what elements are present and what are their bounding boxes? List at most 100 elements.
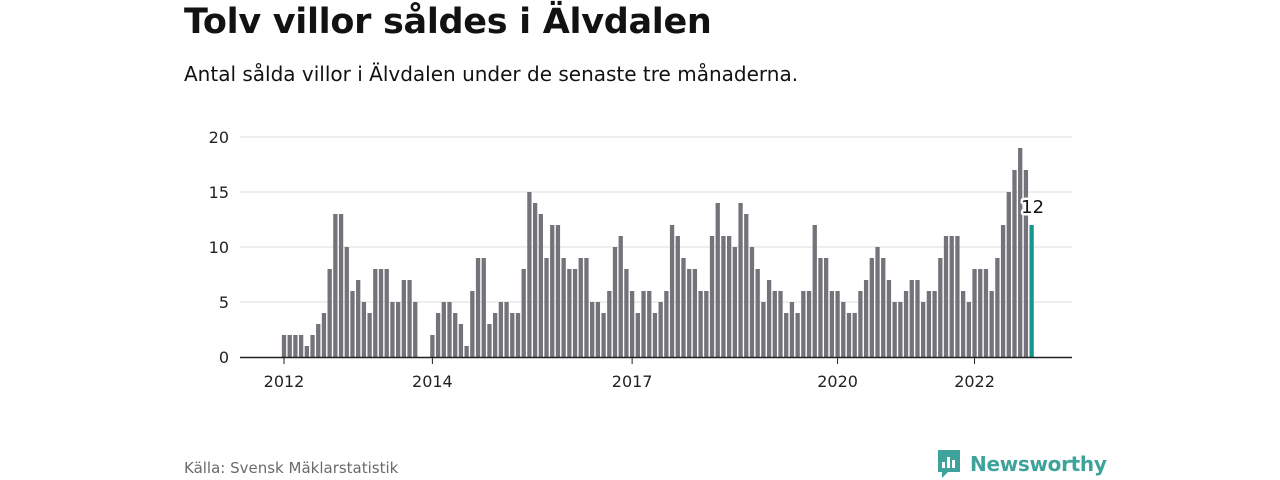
bar xyxy=(338,214,344,357)
brand-name: Newsworthy xyxy=(970,452,1107,476)
bar xyxy=(293,335,298,357)
y-tick-label: 20 xyxy=(209,128,229,147)
bar xyxy=(966,302,971,357)
highlight-label-halo: 12 xyxy=(1021,197,1044,218)
bar xyxy=(869,258,874,357)
bar xyxy=(395,302,401,357)
y-tick-label: 10 xyxy=(209,238,229,257)
bar xyxy=(624,269,629,357)
bar xyxy=(555,225,561,357)
bar xyxy=(487,324,492,357)
bar xyxy=(618,236,623,357)
bar xyxy=(892,302,897,357)
chart-subtitle: Antal sålda villor i Älvdalen under de s… xyxy=(184,62,799,86)
bar xyxy=(344,247,349,357)
bar xyxy=(995,258,1000,357)
bar xyxy=(983,269,989,357)
bar xyxy=(1012,170,1017,357)
bar xyxy=(806,291,812,357)
bar xyxy=(390,302,395,357)
bar xyxy=(846,313,852,357)
bar xyxy=(333,214,338,357)
bar xyxy=(435,313,441,357)
bar xyxy=(641,291,646,357)
bar xyxy=(515,313,521,357)
bar xyxy=(744,214,749,357)
bar xyxy=(858,291,863,357)
x-tick-label: 2022 xyxy=(954,372,995,391)
bar xyxy=(715,203,720,357)
bar xyxy=(595,302,601,357)
bar xyxy=(629,291,635,357)
bar xyxy=(544,258,549,357)
bar xyxy=(464,346,469,357)
bar xyxy=(584,258,589,357)
bar xyxy=(281,335,287,357)
bar xyxy=(835,291,840,357)
bar xyxy=(327,269,332,357)
bar xyxy=(772,291,777,357)
bar xyxy=(384,269,389,357)
bar xyxy=(721,236,726,357)
x-tick-label: 2017 xyxy=(612,372,653,391)
x-tick-label: 2014 xyxy=(412,372,453,391)
bar xyxy=(647,291,652,357)
x-tick-label: 2012 xyxy=(264,372,305,391)
bar xyxy=(932,291,937,357)
bar xyxy=(949,236,954,357)
y-tick-label: 5 xyxy=(219,293,229,312)
bar-highlight xyxy=(1029,225,1034,357)
bar xyxy=(886,280,892,357)
bar xyxy=(378,269,384,357)
bar xyxy=(652,313,658,357)
bar xyxy=(755,269,760,357)
bar xyxy=(401,280,406,357)
bar xyxy=(778,291,783,357)
bar xyxy=(704,291,709,357)
bar xyxy=(852,313,857,357)
bar xyxy=(607,291,612,357)
bar xyxy=(709,236,715,357)
bar xyxy=(978,269,983,357)
bar xyxy=(367,313,372,357)
x-tick-label: 2020 xyxy=(817,372,858,391)
bar xyxy=(692,269,698,357)
bar xyxy=(470,291,475,357)
bar xyxy=(681,258,686,357)
bar xyxy=(943,236,949,357)
bar xyxy=(1006,192,1011,357)
bar xyxy=(669,225,675,357)
bar xyxy=(601,313,606,357)
bar xyxy=(430,335,435,357)
bar xyxy=(738,203,743,357)
bar xyxy=(955,236,960,357)
bar xyxy=(989,291,994,357)
bar xyxy=(373,269,378,357)
bar xyxy=(664,291,669,357)
bar xyxy=(863,280,869,357)
brand-logo[interactable]: Newsworthy xyxy=(936,449,1107,479)
bar xyxy=(498,302,504,357)
bar xyxy=(903,291,909,357)
bar xyxy=(909,280,914,357)
bar xyxy=(921,302,926,357)
bar xyxy=(658,302,663,357)
bar xyxy=(538,214,543,357)
bar xyxy=(761,302,766,357)
bar xyxy=(1018,148,1023,357)
bar xyxy=(612,247,618,357)
chart-title: Tolv villor såldes i Älvdalen xyxy=(184,2,712,42)
bar xyxy=(475,258,481,357)
bar xyxy=(875,247,880,357)
bar xyxy=(789,302,795,357)
x-axis: 2012 2014 2017 2020 2022 xyxy=(240,356,1072,391)
bar xyxy=(698,291,703,357)
bar xyxy=(521,269,526,357)
bar xyxy=(304,346,309,357)
bar xyxy=(572,269,578,357)
bar xyxy=(550,225,555,357)
newsworthy-logo-icon xyxy=(938,450,960,478)
bar xyxy=(972,269,977,357)
bar xyxy=(732,247,737,357)
bar xyxy=(727,236,732,357)
